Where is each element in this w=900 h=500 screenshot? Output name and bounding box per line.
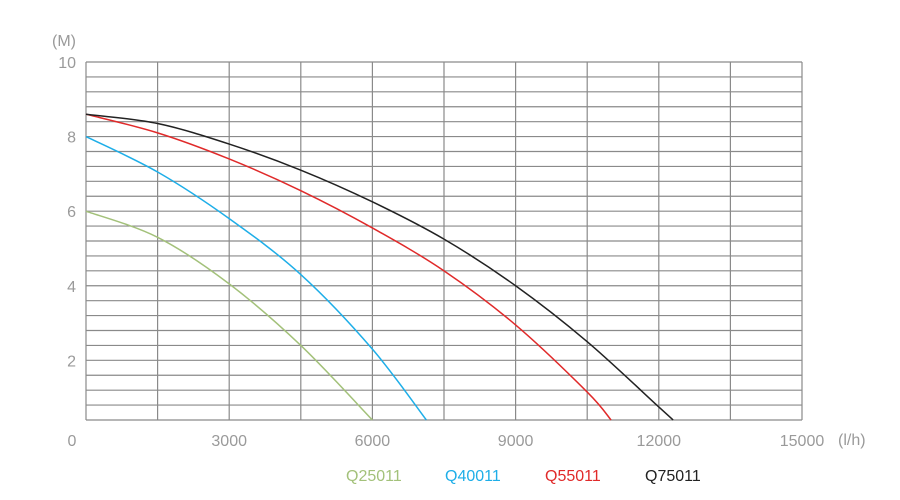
- y-axis-label: (M): [52, 33, 76, 50]
- x-tick-label: 9000: [498, 433, 534, 450]
- legend-item-Q25011: Q25011: [346, 468, 402, 485]
- grid: [85, 61, 803, 421]
- series-line-Q40011: [85, 135, 427, 421]
- y-tick-label: 4: [67, 279, 76, 296]
- tick-labels: 0 3000 6000 9000 12000 15000 2 4 6 8 10: [58, 55, 824, 450]
- x-tick-label: 0: [68, 433, 77, 450]
- y-tick-label: 2: [67, 353, 76, 370]
- curves: [85, 113, 674, 421]
- y-tick-label: 6: [67, 204, 76, 221]
- series-line-Q75011: [85, 113, 674, 421]
- x-axis-label: (l/h): [838, 432, 866, 449]
- legend-item-Q75011: Q75011: [645, 468, 701, 485]
- series-line-Q25011: [85, 210, 373, 421]
- series-line-Q55011: [85, 113, 612, 421]
- y-tick-label: 8: [67, 130, 76, 147]
- legend-item-Q40011: Q40011: [445, 468, 501, 485]
- x-tick-label: 12000: [637, 433, 682, 450]
- legend: Q25011 Q40011 Q55011 Q75011: [346, 468, 701, 485]
- x-tick-label: 3000: [211, 433, 247, 450]
- y-tick-label: 10: [58, 55, 76, 72]
- x-tick-label: 15000: [780, 433, 825, 450]
- legend-item-Q55011: Q55011: [545, 468, 601, 485]
- x-tick-label: 6000: [355, 433, 391, 450]
